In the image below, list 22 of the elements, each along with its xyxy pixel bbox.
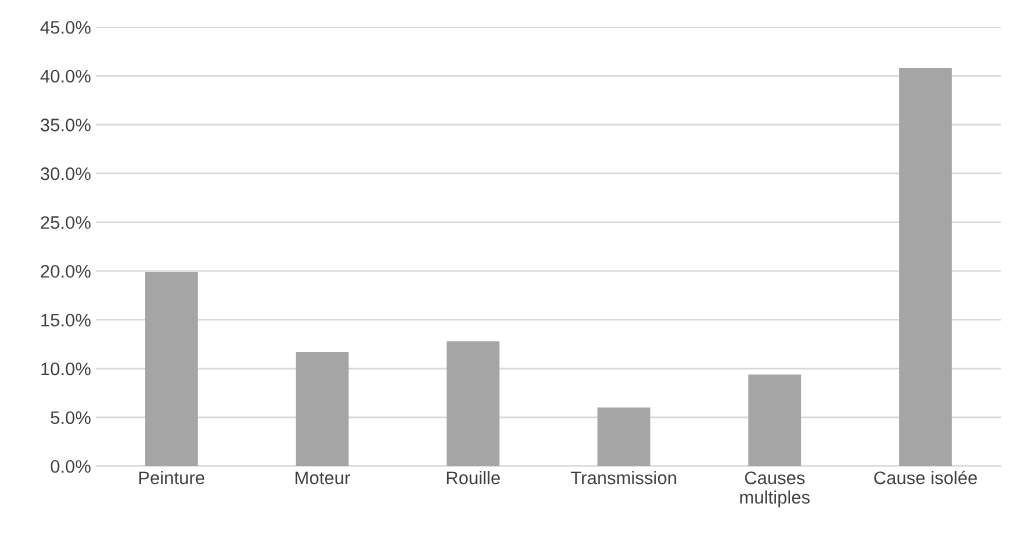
x-tick-label: Causes multiples <box>740 471 810 508</box>
bar <box>899 68 952 467</box>
y-tick-label: 45.0% <box>40 21 91 34</box>
bar <box>295 351 349 467</box>
y-tick-label: 30.0% <box>40 167 91 181</box>
y-tick-label: 10.0% <box>41 362 91 376</box>
x-tick-label: Moteur <box>295 471 351 485</box>
y-tick-label: 5.0% <box>50 411 91 425</box>
bar <box>748 374 802 467</box>
y-tick-label: 0.0% <box>50 460 91 473</box>
x-tick-label: Peinture <box>139 470 205 485</box>
x-tick-label: Cause isolée <box>874 470 977 485</box>
bar <box>446 341 500 467</box>
x-tick-label: Transmission <box>570 470 677 485</box>
y-tick-label: 25.0% <box>40 216 91 229</box>
bar <box>597 407 651 467</box>
y-tick-label: 15.0% <box>41 313 91 327</box>
bar <box>145 271 198 467</box>
y-tick-label: 40.0% <box>40 69 91 83</box>
x-tick-label: Rouille <box>446 470 500 485</box>
y-tick-label: 35.0% <box>40 118 91 132</box>
y-tick-label: 20.0% <box>40 264 91 278</box>
